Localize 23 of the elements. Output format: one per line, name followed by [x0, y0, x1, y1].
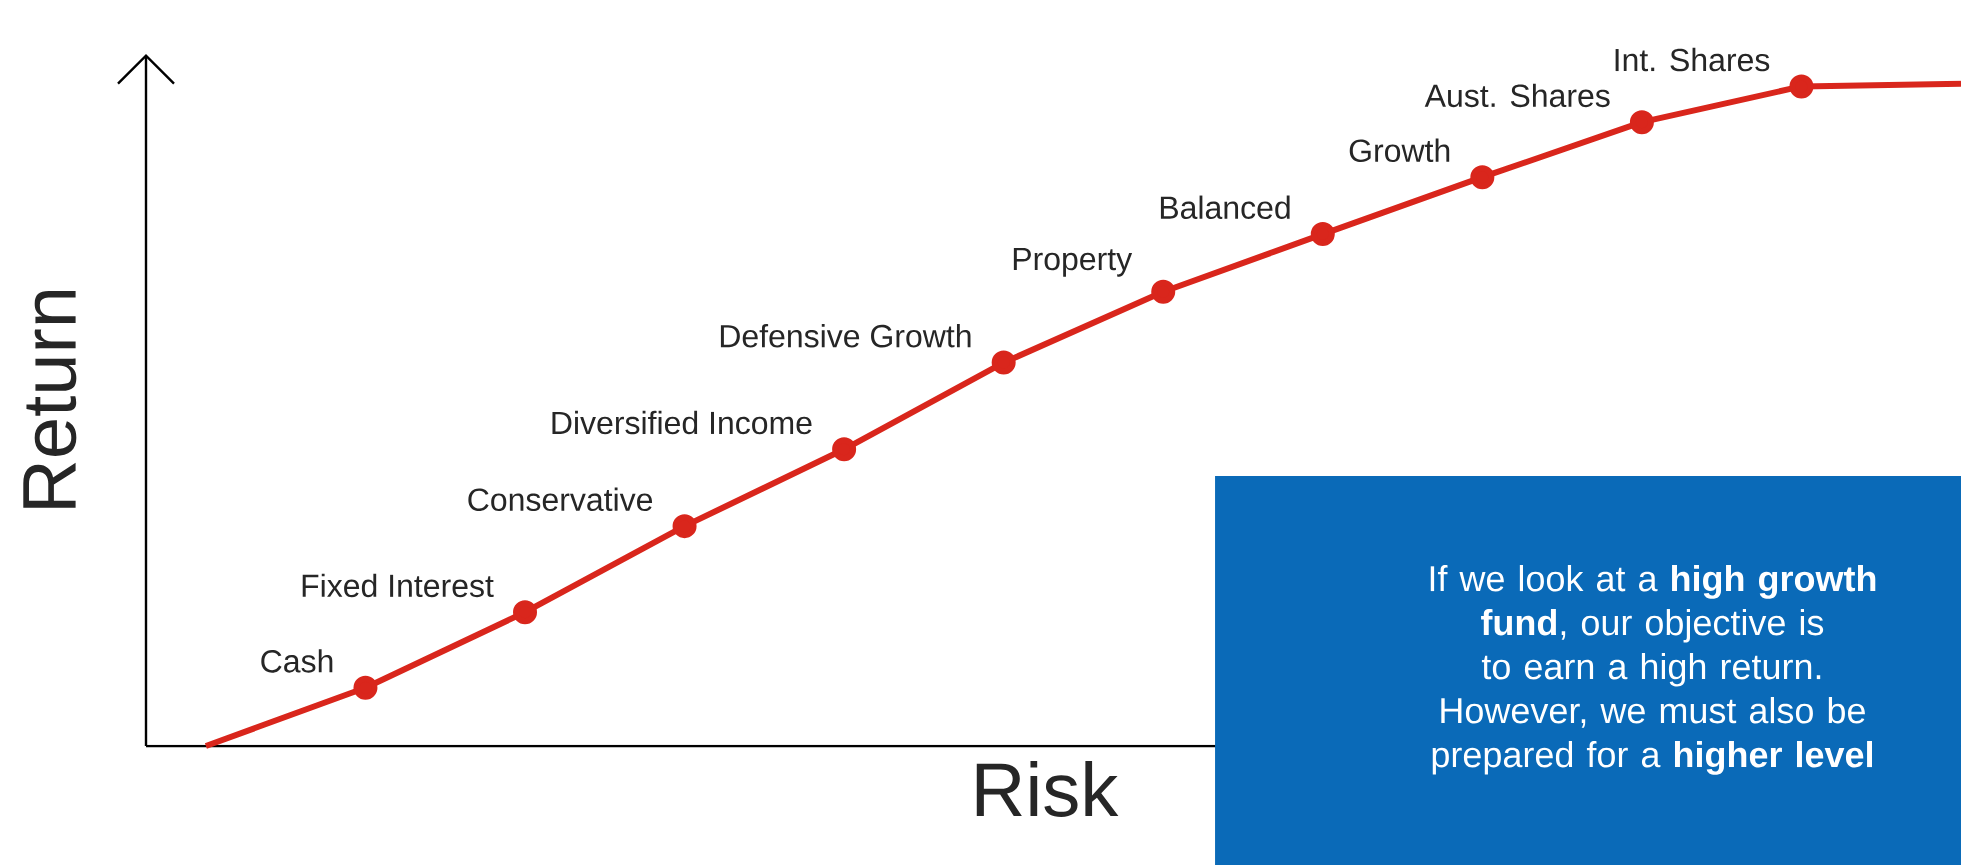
y-axis-title: Return	[23, 290, 77, 508]
point	[991, 350, 1016, 375]
annotation: Property	[1013, 247, 1133, 277]
annotation: Diversified Income	[552, 410, 812, 435]
annotation: Cash	[261, 649, 333, 673]
annotation: Aust. Shares	[1424, 83, 1610, 108]
point	[353, 675, 378, 700]
point	[513, 600, 538, 625]
text: If we look at a high growth fund, our objective is to earn a high return. However, we must also be prepared for a higher level	[1430, 565, 1876, 775]
point	[832, 437, 857, 462]
annotation: Fixed Interest	[302, 573, 494, 598]
annotation: Defensive Growth	[720, 324, 971, 348]
annotation: Balanced	[1160, 195, 1290, 220]
text: Int. Shares	[1615, 47, 1770, 72]
annotation: Growth	[1349, 138, 1450, 163]
point	[1789, 74, 1814, 99]
point	[1151, 279, 1176, 304]
point	[1310, 222, 1335, 247]
x-axis-title: Risk	[976, 761, 1119, 817]
point	[1629, 110, 1654, 135]
point	[1470, 165, 1495, 190]
point	[672, 514, 697, 539]
annotation: Conservative	[468, 487, 653, 512]
